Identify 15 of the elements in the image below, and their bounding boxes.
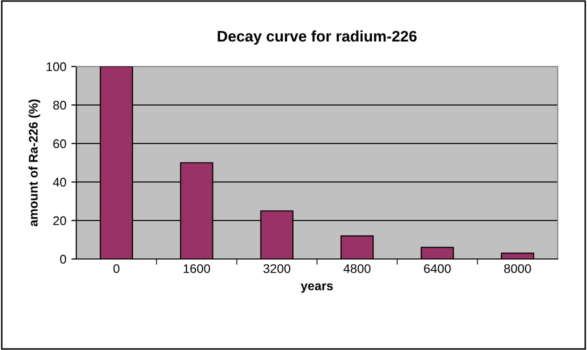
x-tick-label: 1600 [184, 264, 210, 274]
y-tick-label: 100 [46, 62, 66, 72]
y-tick-label: 40 [52, 178, 66, 187]
x-tick-label: 3200 [263, 264, 290, 274]
y-tick-label: 80 [53, 100, 66, 110]
chart-title: Decay curve for radium-226 [218, 30, 417, 45]
x-tick-label: 0 [113, 264, 120, 274]
x-axis-title: years [300, 283, 333, 293]
y-tick-label: 20 [53, 216, 66, 226]
y-tick-label: 0 [60, 254, 66, 264]
x-tick-label: 4800 [343, 264, 371, 274]
y-axis-title: amount of Ra-226 (%) [28, 99, 40, 226]
x-tick-label: 6400 [424, 264, 451, 274]
y-tick-label: 60 [53, 139, 66, 148]
x-tick-label: 8000 [504, 264, 531, 274]
